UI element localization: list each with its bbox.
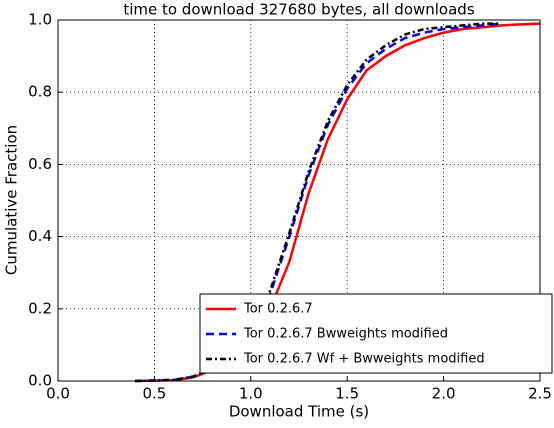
x-tick-label: 2.0 xyxy=(432,385,456,403)
x-axis-label: Download Time (s) xyxy=(229,403,369,421)
x-tick-label: 0.0 xyxy=(46,385,70,403)
y-tick-label: 0.6 xyxy=(28,155,52,173)
y-tick-label: 0.8 xyxy=(28,83,52,101)
legend-label: Tor 0.2.6.7 Bwweights modified xyxy=(243,327,448,342)
y-axis-label: Cumulative Fraction xyxy=(3,125,21,275)
legend-box xyxy=(199,293,553,374)
legend-label: Tor 0.2.6.7 Wf + Bwweights modified xyxy=(243,352,485,367)
legend-label: Tor 0.2.6.7 xyxy=(243,302,313,317)
x-tick-label: 0.5 xyxy=(142,385,166,403)
y-tick-label: 0.4 xyxy=(28,227,52,245)
x-tick-label: 1.5 xyxy=(335,385,359,403)
x-tick-label: 1.0 xyxy=(239,385,263,403)
y-tick-label: 0.0 xyxy=(28,372,52,390)
y-tick-label: 0.2 xyxy=(28,299,52,317)
plot-frame xyxy=(57,19,541,382)
x-tick-label: 2.5 xyxy=(528,385,552,403)
chart-title: time to download 327680 bytes, all downl… xyxy=(123,1,474,19)
y-tick-label: 1.0 xyxy=(28,11,52,29)
